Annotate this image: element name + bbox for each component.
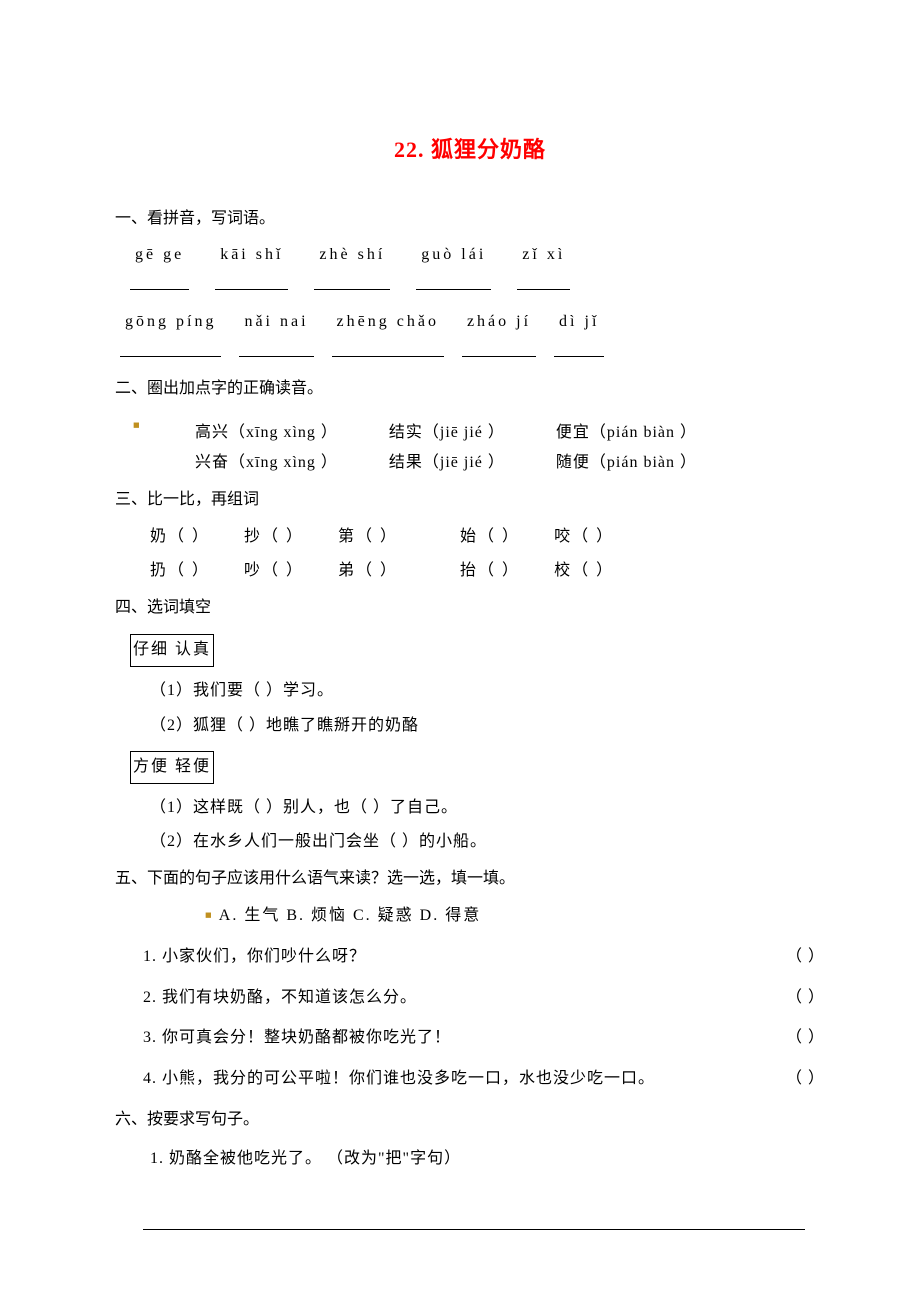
reading-item: 高兴（xīng xìng ） — [195, 424, 338, 441]
reading-item: 兴奋（xīng xìng ） — [195, 454, 338, 471]
dot-icon: ■ — [133, 419, 140, 431]
pinyin-item: gōng píng — [125, 308, 216, 337]
section-2-heading: 二、圈出加点字的正确读音。 — [115, 375, 825, 404]
section-1-heading: 一、看拼音，写词语。 — [115, 205, 825, 234]
section-6-heading: 六、按要求写句子。 — [115, 1106, 825, 1135]
pinyin-item: zhè shí — [319, 241, 385, 270]
compare-item: 吵（ ） — [244, 562, 304, 579]
reading-line-2: 兴奋（xīng xìng ） 结果（jiē jié ） 随便（pián biàn… — [195, 449, 825, 478]
answer-line — [143, 1229, 805, 1230]
reading-item: 随便（pián biàn ） — [556, 454, 697, 471]
dot-icon: ■ — [205, 909, 214, 921]
reading-item: 结实（jiē jié ） — [389, 424, 505, 441]
pinyin-item: zǐ xì — [522, 241, 565, 270]
compare-item: 扔（ ） — [150, 562, 210, 579]
fill-q-1-2: （2）狐狸（ ）地瞧了瞧掰开的奶酪 — [150, 712, 825, 741]
tone-q-text: 2. 我们有块奶酪，不知道该怎么分。 — [143, 984, 749, 1013]
answer-paren: （ ） — [749, 943, 825, 972]
pinyin-item: zháo jí — [467, 308, 531, 337]
compare-line-2: 扔（ ） 吵（ ） 弟（ ） 抬（ ） 校（ ） — [150, 557, 825, 586]
pinyin-item: dì jǐ — [559, 308, 599, 337]
compare-item: 抄（ ） — [244, 528, 304, 545]
tone-q-3: 3. 你可真会分！整块奶酪都被你吃光了！ （ ） — [143, 1024, 825, 1053]
compare-item: 始（ ） — [460, 528, 520, 545]
compare-item: 奶（ ） — [150, 528, 210, 545]
pinyin-item: nǎi nai — [244, 308, 308, 337]
compare-item: 校（ ） — [554, 562, 614, 579]
tone-q-2: 2. 我们有块奶酪，不知道该怎么分。 （ ） — [143, 984, 825, 1013]
pinyin-item: guò lái — [421, 241, 486, 270]
tone-q-text: 4. 小熊，我分的可公平啦！你们谁也没多吃一口，水也没少吃一口。 — [143, 1065, 749, 1094]
compare-line-1: 奶（ ） 抄（ ） 第（ ） 始（ ） 咬（ ） — [150, 523, 825, 552]
tone-choices: ■ A. 生气 B. 烦恼 C. 疑惑 D. 得意 — [205, 902, 825, 931]
pinyin-item: zhēng chǎo — [337, 308, 439, 337]
section-3-heading: 三、比一比，再组词 — [115, 486, 825, 515]
tone-q-text: 3. 你可真会分！整块奶酪都被你吃光了！ — [143, 1024, 749, 1053]
pinyin-item: gē ge — [135, 241, 184, 270]
reading-item: 结果（jiē jié ） — [389, 454, 505, 471]
compare-item: 抬（ ） — [460, 562, 520, 579]
word-choice-box-2: 方便 轻便 — [130, 751, 214, 784]
section-4-heading: 四、选词填空 — [115, 594, 825, 623]
section-5-heading: 五、下面的句子应该用什么语气来读？选一选，填一填。 — [115, 865, 825, 894]
fill-q-2-2: （2）在水乡人们一般出门会坐（ ）的小船。 — [150, 828, 825, 857]
tone-choices-text: A. 生气 B. 烦恼 C. 疑惑 D. 得意 — [219, 907, 481, 924]
tone-q-1: 1. 小家伙们，你们吵什么呀？ （ ） — [143, 943, 825, 972]
rewrite-q-1: 1. 奶酪全被他吃光了。 （改为"把"字句） — [150, 1145, 825, 1174]
answer-paren: （ ） — [749, 1065, 825, 1094]
pinyin-row-2: gōng píng nǎi nai zhēng chǎo zháo jí dì … — [125, 308, 825, 337]
word-choice-box-1: 仔细 认真 — [130, 634, 214, 667]
answer-paren: （ ） — [749, 984, 825, 1013]
pinyin-row-1: gē ge kāi shǐ zhè shí guò lái zǐ xì — [135, 241, 825, 270]
tone-q-text: 1. 小家伙们，你们吵什么呀？ — [143, 943, 749, 972]
tone-q-4: 4. 小熊，我分的可公平啦！你们谁也没多吃一口，水也没少吃一口。 （ ） — [143, 1065, 825, 1094]
reading-item: 便宜（pián biàn ） — [556, 424, 697, 441]
fill-q-1-1: （1）我们要（ ）学习。 — [150, 677, 825, 706]
page-title: 22. 狐狸分奶酪 — [115, 130, 825, 170]
pinyin-item: kāi shǐ — [220, 241, 283, 270]
answer-paren: （ ） — [749, 1024, 825, 1053]
fill-q-2-1: （1）这样既（ ）别人，也（ ）了自己。 — [150, 794, 825, 823]
compare-item: 第（ ） — [338, 528, 398, 545]
compare-item: 咬（ ） — [554, 528, 614, 545]
compare-item: 弟（ ） — [338, 562, 398, 579]
reading-line-1: 高兴（xīng xìng ） 结实（jiē jié ） 便宜（pián biàn… — [195, 419, 825, 448]
